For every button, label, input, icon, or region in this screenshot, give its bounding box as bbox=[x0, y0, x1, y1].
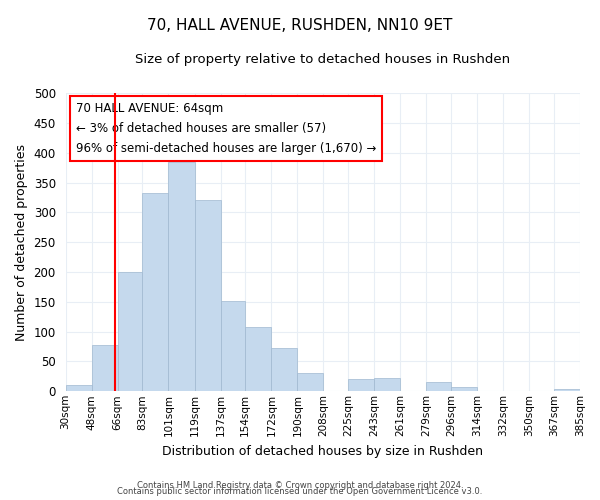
Bar bbox=[298, 374, 323, 392]
Bar bbox=[169, 162, 194, 392]
Text: Contains public sector information licensed under the Open Government Licence v3: Contains public sector information licen… bbox=[118, 487, 482, 496]
Text: Contains HM Land Registry data © Crown copyright and database right 2024.: Contains HM Land Registry data © Crown c… bbox=[137, 481, 463, 490]
Bar bbox=[118, 272, 142, 392]
Bar bbox=[194, 200, 221, 392]
Bar bbox=[65, 386, 92, 392]
Bar bbox=[451, 387, 477, 392]
Y-axis label: Number of detached properties: Number of detached properties bbox=[15, 144, 28, 340]
Text: 70 HALL AVENUE: 64sqm
← 3% of detached houses are smaller (57)
96% of semi-detac: 70 HALL AVENUE: 64sqm ← 3% of detached h… bbox=[76, 102, 376, 155]
Bar bbox=[142, 194, 169, 392]
Text: 70, HALL AVENUE, RUSHDEN, NN10 9ET: 70, HALL AVENUE, RUSHDEN, NN10 9ET bbox=[148, 18, 452, 32]
Bar bbox=[427, 382, 451, 392]
Bar bbox=[245, 327, 271, 392]
Bar bbox=[271, 348, 298, 392]
X-axis label: Distribution of detached houses by size in Rushden: Distribution of detached houses by size … bbox=[162, 444, 483, 458]
Bar bbox=[92, 344, 118, 392]
Bar bbox=[554, 390, 580, 392]
Title: Size of property relative to detached houses in Rushden: Size of property relative to detached ho… bbox=[135, 52, 511, 66]
Bar bbox=[348, 380, 374, 392]
Bar bbox=[221, 300, 245, 392]
Bar bbox=[374, 378, 400, 392]
